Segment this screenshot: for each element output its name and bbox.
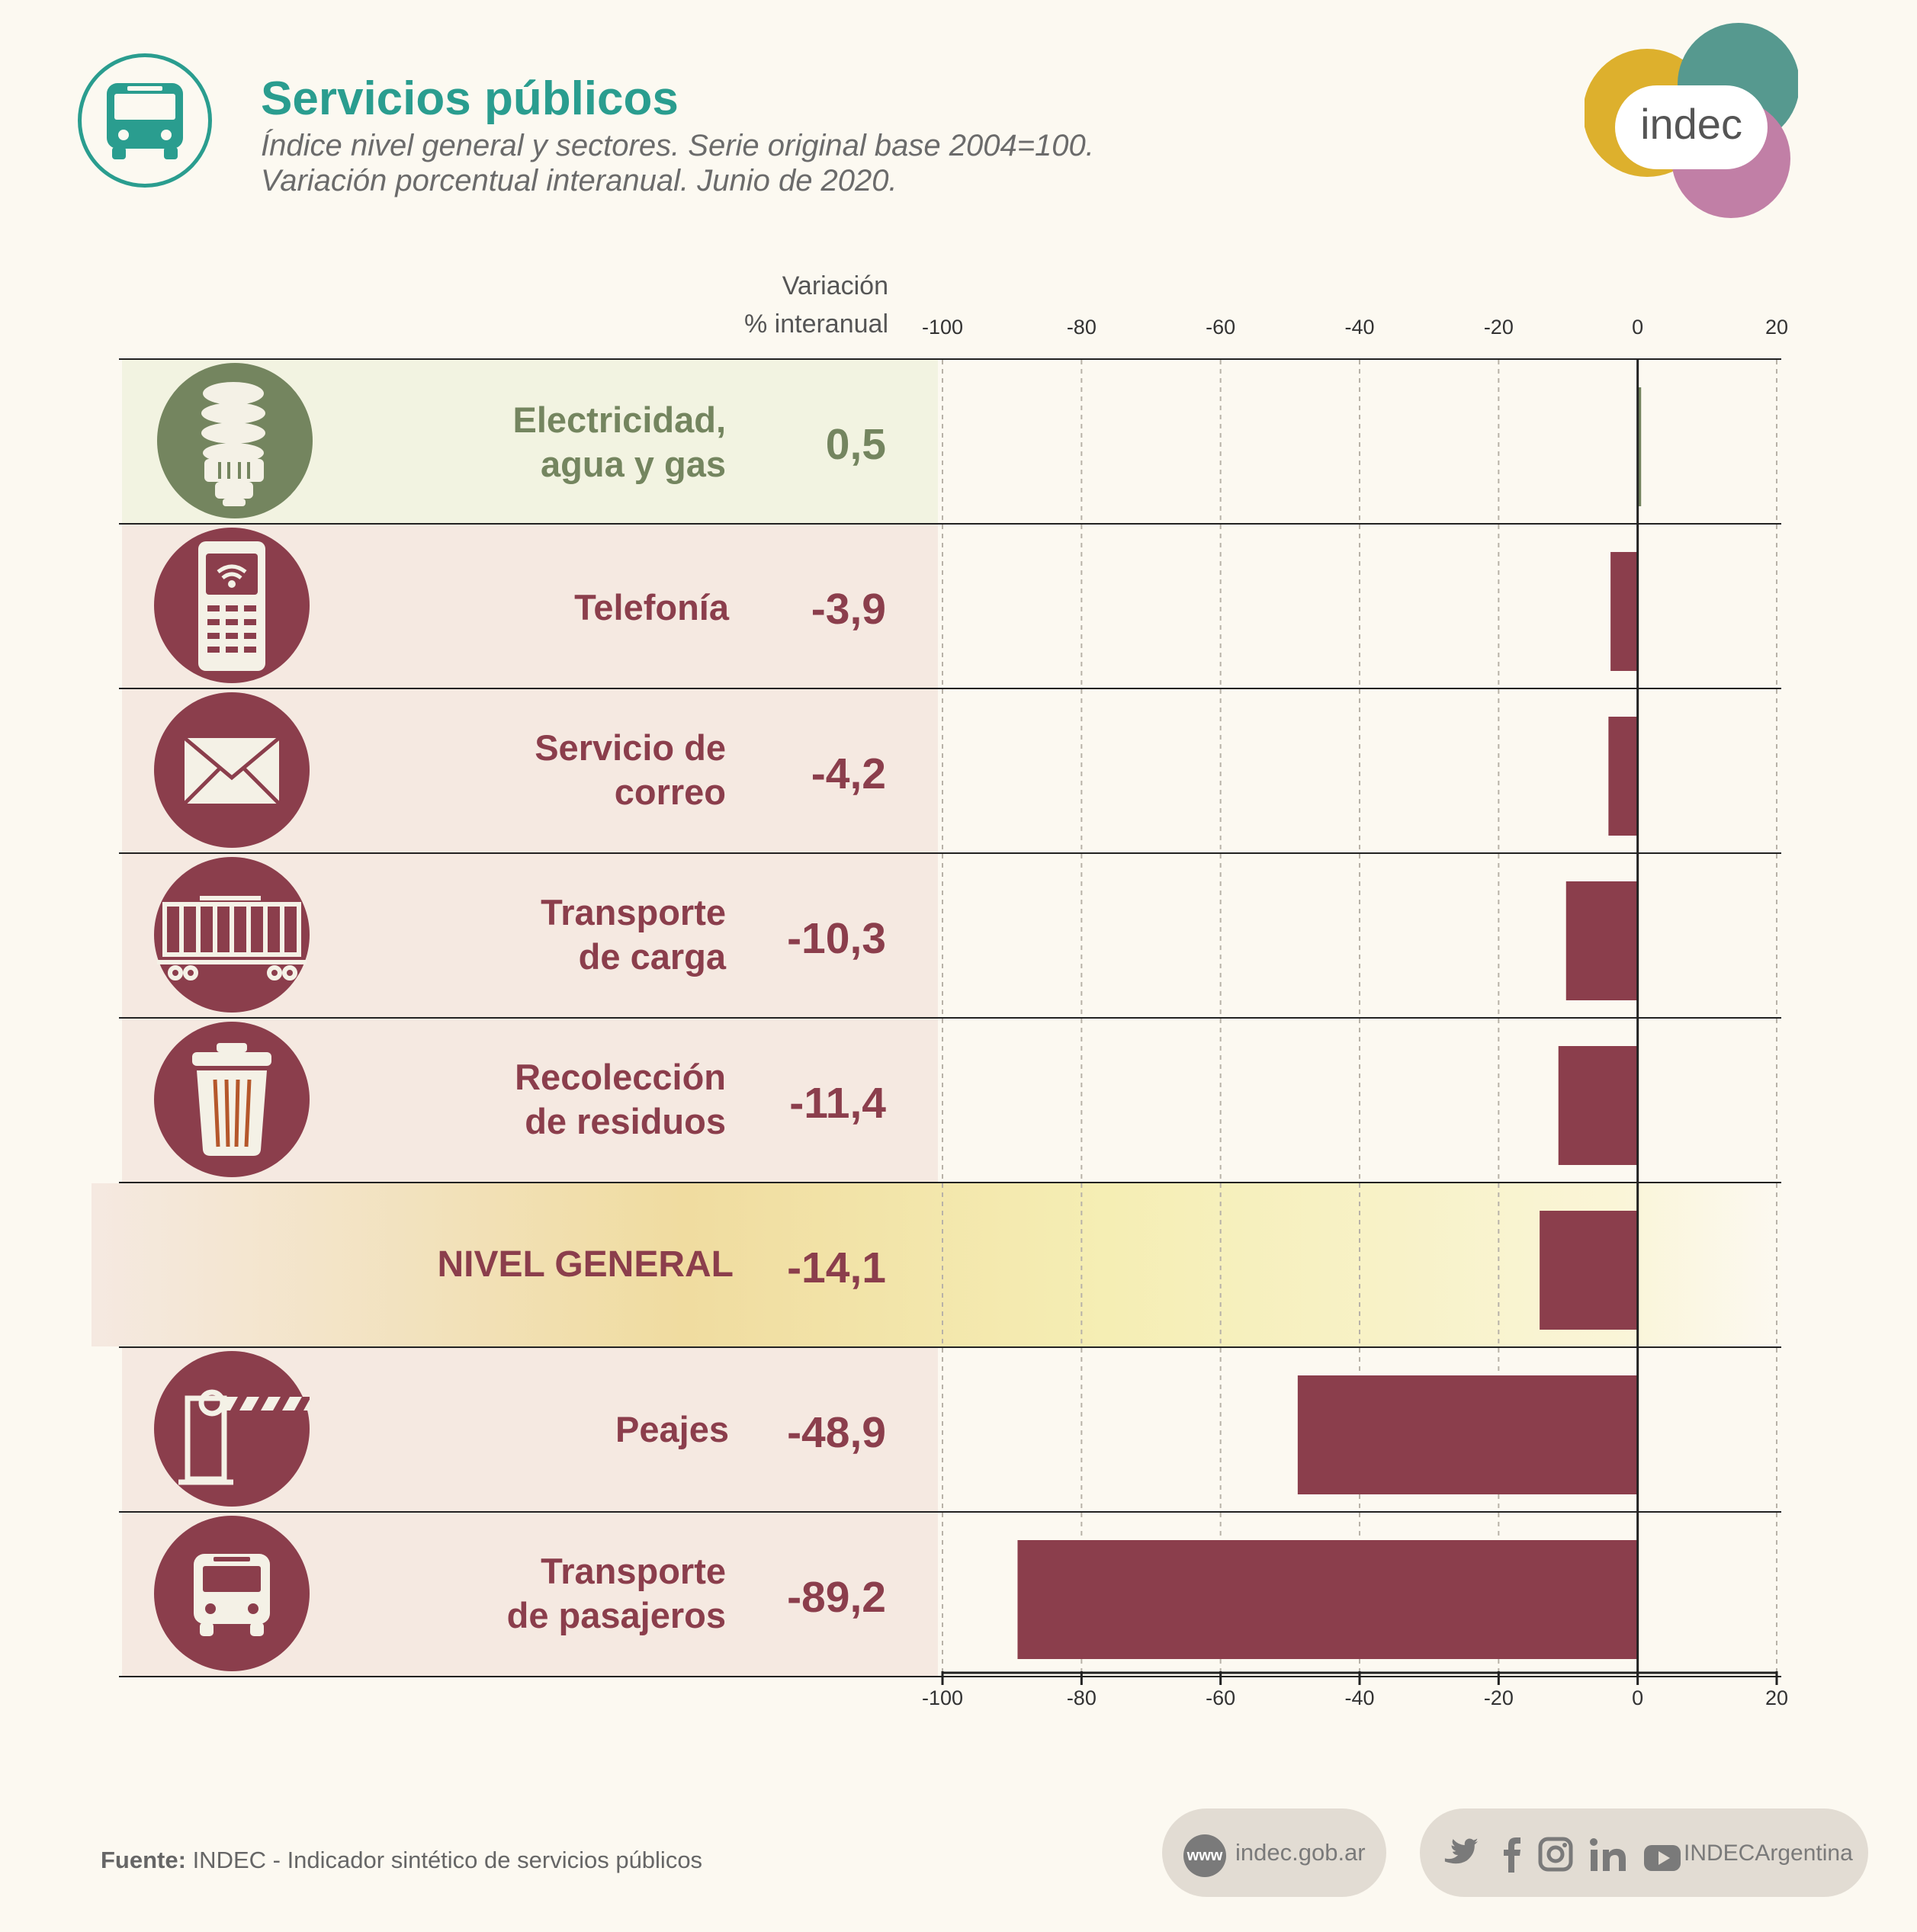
row-separator [119, 523, 1781, 525]
phone-icon [154, 528, 310, 683]
bus-header-icon [78, 53, 212, 188]
bus-icon [154, 1516, 310, 1671]
www-icon: www [1183, 1834, 1226, 1877]
category-label: Transporte de pasajeros [506, 1551, 726, 1635]
row-separator [119, 852, 1781, 854]
row-separator [119, 688, 1781, 689]
value-label: -4,2 [811, 749, 886, 798]
column-header-line-1: Variación [782, 271, 888, 300]
value-label: -89,2 [787, 1573, 886, 1622]
lightbulb-icon [157, 363, 313, 518]
row-background-nivel-general [92, 1183, 1784, 1346]
bar [1565, 881, 1638, 1000]
x-tick-label-top: -20 [1484, 316, 1514, 339]
category-label: Peajes [615, 1409, 729, 1449]
category-label: Recolección de residuos [515, 1057, 726, 1141]
x-tick-label-bottom: -40 [1344, 1686, 1374, 1709]
x-tick-label-bottom: -60 [1206, 1686, 1235, 1709]
page-subtitle: Índice nivel general y sectores. Serie o… [261, 128, 1094, 198]
column-header-line-2: % interanual [743, 310, 888, 339]
x-tick-label-top: -40 [1344, 316, 1374, 339]
category-label: Telefonía [574, 587, 729, 627]
value-column-header: Variación % interanual [625, 267, 888, 343]
row-separator [119, 1511, 1781, 1513]
social-pill: INDECArgentina [1420, 1808, 1868, 1897]
instagram-icon [1538, 1837, 1573, 1872]
subtitle-line-1: Índice nivel general y sectores. Serie o… [261, 129, 1094, 162]
x-tick-label-bottom: -80 [1067, 1686, 1097, 1709]
freight-wagon-icon [154, 857, 310, 1013]
row-separator [119, 358, 1781, 360]
value-label: 0,5 [825, 420, 886, 469]
value-label: -48,9 [787, 1408, 886, 1457]
category-label: Transporte de carga [541, 892, 726, 977]
category-label: Electricidad, agua y gas [512, 400, 727, 484]
x-tick-label-top: -80 [1067, 316, 1097, 339]
source-note: Fuente: INDEC - Indicador sintético de s… [101, 1847, 702, 1874]
bar [1017, 1540, 1638, 1659]
linkedin-icon [1590, 1838, 1626, 1871]
x-tick-label-bottom: 0 [1632, 1686, 1643, 1709]
x-tick-label-bottom: -20 [1484, 1686, 1514, 1709]
source-text: INDEC - Indicador sintético de servicios… [192, 1847, 703, 1873]
x-tick-label-top: -60 [1206, 316, 1235, 339]
row-separator [119, 1182, 1781, 1183]
bar [1297, 1375, 1638, 1494]
subtitle-line-2: Variación porcentual interanual. Junio d… [261, 164, 897, 197]
trash-can-icon [154, 1022, 310, 1177]
website-link[interactable]: indec.gob.ar [1235, 1839, 1366, 1866]
row-separator [119, 1346, 1781, 1348]
x-tick-label-top: 20 [1765, 316, 1788, 339]
row-separator [119, 1017, 1781, 1019]
facebook-icon [1504, 1837, 1520, 1873]
source-label: Fuente: [101, 1847, 186, 1873]
bar [1637, 387, 1642, 506]
indec-logo: indec [1583, 23, 1800, 226]
logo-text: indec [1640, 100, 1742, 148]
value-label: -11,4 [789, 1079, 886, 1128]
value-label: -3,9 [811, 585, 886, 634]
category-label: Servicio de correo [535, 727, 726, 812]
value-label: -10,3 [787, 914, 886, 963]
youtube-icon [1644, 1845, 1681, 1871]
x-tick-label-top: -100 [922, 316, 963, 339]
bar [1558, 1046, 1638, 1165]
bar [1540, 1211, 1638, 1330]
x-tick-label-bottom: -100 [922, 1686, 963, 1709]
row-separator [119, 1676, 1781, 1677]
page-title: Servicios públicos [261, 72, 679, 125]
toll-barrier-icon [154, 1351, 311, 1507]
x-tick-label-bottom: 20 [1765, 1686, 1788, 1709]
social-handle: INDECArgentina [1684, 1841, 1853, 1866]
value-label: -14,1 [787, 1244, 886, 1292]
website-pill[interactable]: www indec.gob.ar [1162, 1808, 1386, 1897]
envelope-icon [154, 692, 310, 848]
bar [1608, 717, 1638, 836]
x-tick-label-top: 0 [1632, 316, 1643, 339]
twitter-icon [1444, 1838, 1479, 1864]
category-label-nivel-general: NIVEL GENERAL [437, 1244, 734, 1285]
bar [1610, 552, 1638, 671]
